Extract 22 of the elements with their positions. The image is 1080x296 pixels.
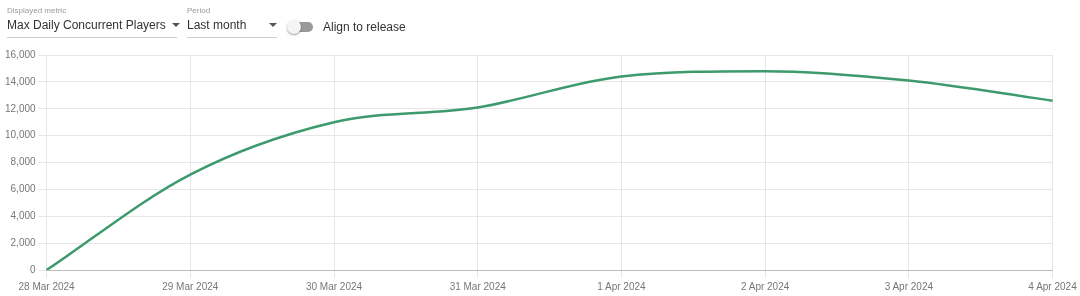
y-tick-label: 0 xyxy=(30,263,37,275)
x-tick-label: 3 Apr 2024 xyxy=(884,280,934,292)
y-tick-label: 2,000 xyxy=(10,236,37,248)
x-tick-label: 1 Apr 2024 xyxy=(597,280,647,292)
y-tick-label: 8,000 xyxy=(10,156,37,168)
text: Displayed metric xyxy=(7,6,68,17)
text: Align to release xyxy=(323,20,406,34)
y-tick-label: 10,000 xyxy=(4,129,37,141)
x-tick-label: 4 Apr 2024 xyxy=(1028,280,1078,292)
text: Period xyxy=(187,6,212,17)
x-tick-label: 28 Mar 2024 xyxy=(18,280,76,292)
text: Max Daily Concurrent Players xyxy=(7,18,166,32)
y-tick-label: 6,000 xyxy=(10,183,37,195)
y-tick-label: 14,000 xyxy=(4,75,37,87)
x-tick-label: 2 Apr 2024 xyxy=(740,280,790,292)
x-tick-label: 31 Mar 2024 xyxy=(449,280,507,292)
x-tick-label: 30 Mar 2024 xyxy=(305,280,363,292)
y-tick-label: 16,000 xyxy=(4,48,37,60)
text: Last month xyxy=(187,18,247,32)
y-tick-label: 4,000 xyxy=(10,210,37,221)
x-tick-label: 29 Mar 2024 xyxy=(162,280,219,292)
y-tick-label: 12,000 xyxy=(4,102,37,114)
